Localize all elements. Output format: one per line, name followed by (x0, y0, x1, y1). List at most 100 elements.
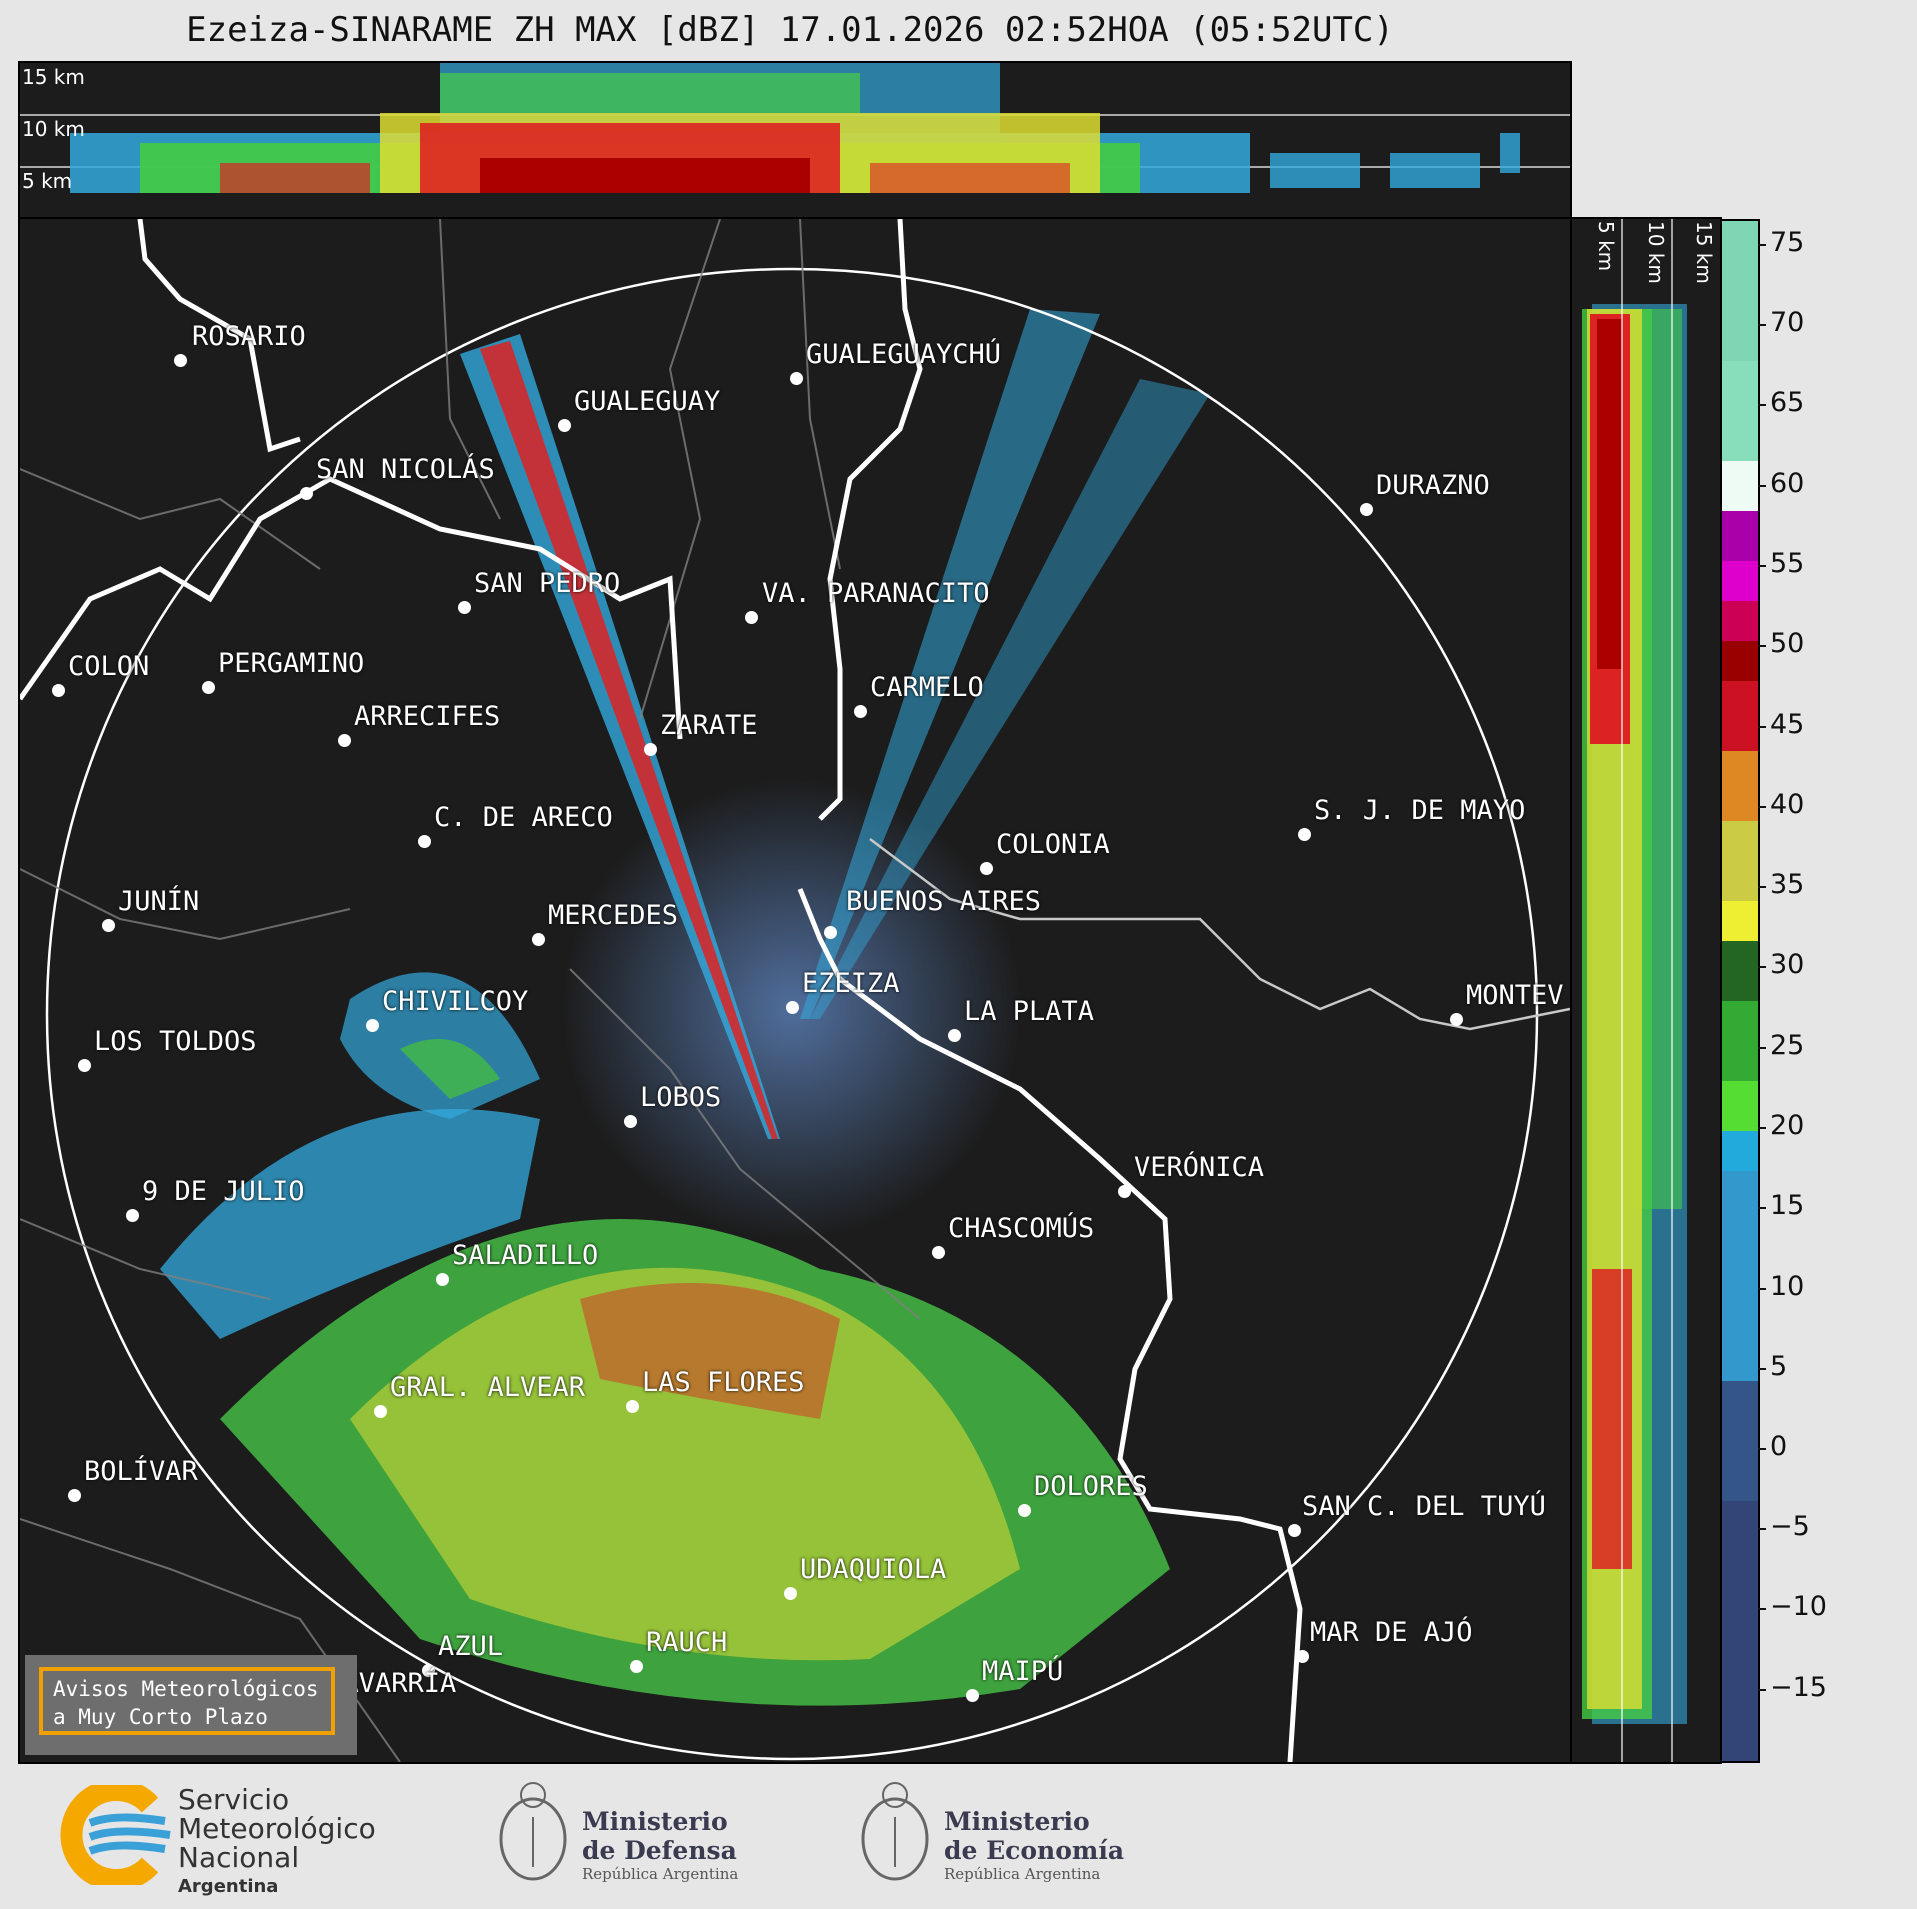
city-dot-sj-de-mayo (1298, 828, 1311, 841)
city-label-gualeguay: GUALEGUAY (574, 386, 721, 417)
city-dot-carmelo (854, 705, 867, 718)
city-dot-san-nicolas (300, 487, 313, 500)
colorbar-tick: 10 (1770, 1271, 1805, 1302)
colorbar-tick: 60 (1770, 468, 1805, 499)
city-label-sj-de-mayo: S. J. DE MAYO (1314, 795, 1526, 826)
city-dot-saladillo (436, 1273, 449, 1286)
city-dot-udaquiola (784, 1587, 797, 1600)
colorbar-tick: 55 (1770, 548, 1805, 579)
city-label-montevideo: MONTEV (1466, 980, 1564, 1011)
top-height-label-10: 10 km (22, 117, 85, 141)
city-label-dolores: DOLORES (1034, 1471, 1148, 1502)
colorbar-tick: 75 (1770, 227, 1805, 258)
city-dot-los-toldos (78, 1059, 91, 1072)
city-label-gral-alvear: GRAL. ALVEAR (390, 1372, 586, 1403)
city-dot-arrecifes (338, 734, 351, 747)
colorbar-tick: 45 (1770, 709, 1805, 740)
city-label-los-toldos: LOS TOLDOS (94, 1026, 257, 1057)
avisos-line-1: Avisos Meteorológicos (53, 1677, 319, 1701)
colorbar-tick: 5 (1770, 1351, 1788, 1382)
colorbar-tick: 35 (1770, 869, 1805, 900)
city-dot-bolivar (68, 1489, 81, 1502)
radar-map (20, 219, 1570, 1762)
city-dot-zarate (644, 743, 657, 756)
city-label-durazno: DURAZNO (1376, 470, 1490, 501)
city-label-maipu: MAIPÚ (982, 1656, 1064, 1687)
city-label-las-flores: LAS FLORES (642, 1367, 805, 1398)
city-label-pergamino: PERGAMINO (218, 648, 365, 679)
city-dot-va-paranacito (745, 611, 758, 624)
side-height-label-10: 10 km (1644, 221, 1668, 284)
city-dot-colon (52, 684, 65, 697)
top-cross-section-plot (20, 63, 1570, 193)
colorbar-tick: 20 (1770, 1110, 1805, 1141)
side-height-label-5: 5 km (1594, 221, 1618, 272)
city-label-colon: COLON (68, 651, 150, 682)
city-label-bolivar: BOLÍVAR (84, 1456, 198, 1487)
city-label-chivilcoy: CHIVILCOY (382, 986, 529, 1017)
city-label-arrecifes: ARRECIFES (354, 701, 501, 732)
avisos-link[interactable]: Avisos Meteorológicos a Muy Corto Plazo (39, 1667, 335, 1735)
city-dot-buenos-aires (824, 926, 837, 939)
city-dot-ezeiza (786, 1001, 799, 1014)
city-label-veronica: VERÓNICA (1134, 1152, 1265, 1183)
city-dot-c-de-areco (418, 835, 431, 848)
side-cross-section-plot (1582, 219, 1687, 1762)
avisos-box[interactable]: Avisos Meteorológicos a Muy Corto Plazo (25, 1655, 357, 1755)
city-label-saladillo: SALADILLO (452, 1240, 599, 1271)
colorbar-tick: 15 (1770, 1190, 1805, 1221)
city-label-ezeiza: EZEIZA (802, 968, 900, 999)
city-label-carmelo: CARMELO (870, 672, 984, 703)
city-dot-san-c-del-tuyu (1288, 1524, 1301, 1537)
defensa-logo-text: Ministerio de Defensa República Argentin… (582, 1807, 739, 1883)
city-dot-durazno (1360, 503, 1373, 516)
city-dot-las-flores (626, 1400, 639, 1413)
city-label-colonia: COLONIA (996, 829, 1110, 860)
city-dot-maipu (966, 1689, 979, 1702)
city-dot-la-plata (948, 1029, 961, 1042)
city-dot-mercedes (532, 933, 545, 946)
city-dot-9-de-julio (126, 1209, 139, 1222)
city-dot-mar-de-ajo (1296, 1650, 1309, 1663)
colorbar-tick: 25 (1770, 1030, 1805, 1061)
city-label-azul: AZUL (438, 1631, 504, 1662)
city-dot-gral-alvear (374, 1405, 387, 1418)
city-dot-colonia (980, 862, 993, 875)
coat-of-arms-icon (499, 1782, 567, 1881)
top-height-label-5: 5 km (22, 169, 73, 193)
city-label-san-c-del-tuyu: SAN C. DEL TUYÚ (1302, 1491, 1546, 1522)
city-dot-gualeguaychu (790, 372, 803, 385)
avisos-line-2: a Muy Corto Plazo (53, 1705, 268, 1729)
side-cross-section-panel: 5 km 10 km 15 km (1570, 217, 1722, 1764)
city-label-gualeguaychu: GUALEGUAYCHÚ (806, 339, 1002, 370)
city-dot-san-pedro (458, 601, 471, 614)
coat-of-arms-icon (861, 1782, 929, 1881)
city-dot-lobos (624, 1115, 637, 1128)
city-label-san-pedro: SAN PEDRO (474, 568, 621, 599)
city-dot-chivilcoy (366, 1019, 379, 1032)
city-label-rosario: ROSARIO (192, 321, 306, 352)
smn-logo-icon (60, 1785, 171, 1885)
city-label-c-de-areco: C. DE ARECO (434, 802, 613, 833)
colorbar-tick: 40 (1770, 789, 1805, 820)
city-dot-azul (422, 1664, 435, 1677)
city-label-buenos-aires: BUENOS AIRES (846, 886, 1042, 917)
footer-logos: Servicio Meteorológico Nacional Argentin… (0, 1765, 1917, 1909)
top-height-label-15: 15 km (22, 65, 85, 89)
city-label-zarate: ZARATE (660, 710, 758, 741)
city-dot-rauch (630, 1660, 643, 1673)
city-label-9-de-julio: 9 DE JULIO (142, 1176, 305, 1207)
city-label-san-nicolas: SAN NICOLÁS (316, 454, 495, 485)
side-height-label-15: 15 km (1692, 221, 1716, 284)
smn-logo-text: Servicio Meteorológico Nacional Argentin… (178, 1783, 376, 1897)
radar-map-panel: ROSARIO GUALEGUAYCHÚ GUALEGUAY SAN NICOL… (18, 217, 1572, 1764)
city-dot-gualeguay (558, 419, 571, 432)
city-label-la-plata: LA PLATA (964, 996, 1095, 1027)
colorbar-tick: 70 (1770, 307, 1805, 338)
city-dot-dolores (1018, 1504, 1031, 1517)
colorbar-tick: −15 (1770, 1672, 1827, 1703)
dbz-colorbar (1720, 219, 1760, 1763)
map-title: Ezeiza-SINARAME ZH MAX [dBZ] 17.01.2026 … (186, 10, 1394, 50)
top-cross-section-panel: 15 km 10 km 5 km (18, 61, 1572, 220)
colorbar-tick: −5 (1770, 1511, 1810, 1542)
